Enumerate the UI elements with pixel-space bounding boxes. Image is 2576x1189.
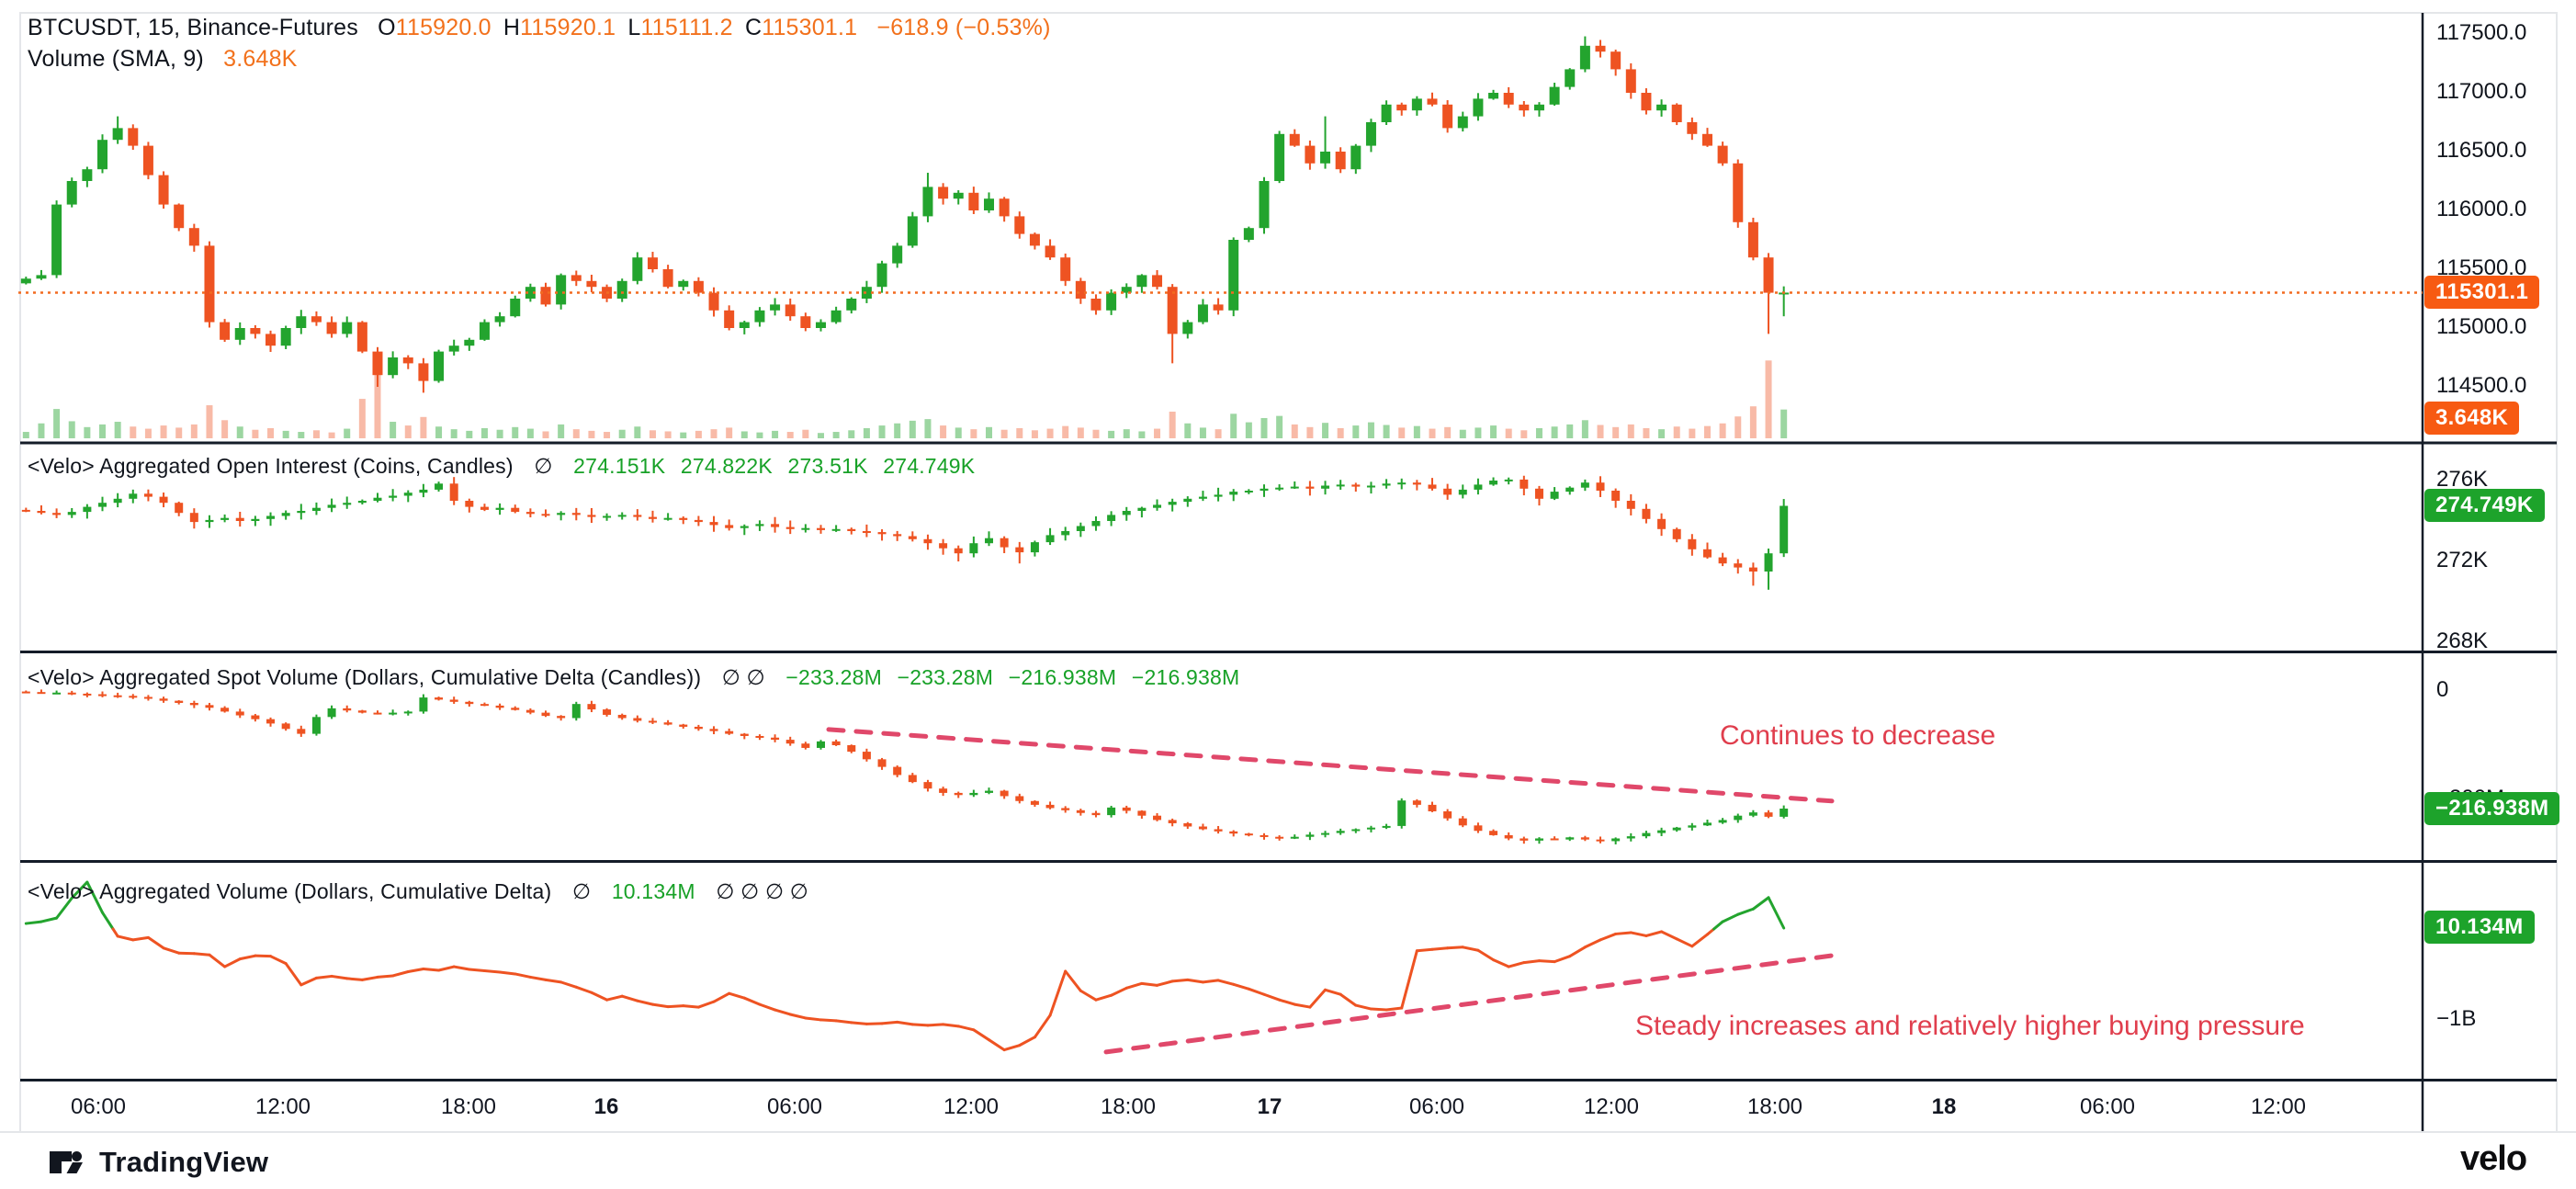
low-label: L <box>627 15 641 40</box>
volume-legend[interactable]: Volume (SMA, 9) 3.648K <box>28 46 298 73</box>
time-label-day[interactable]: 16 <box>593 1094 619 1119</box>
cvd-legend[interactable]: <Velo> Aggregated Volume (Dollars, Cumul… <box>28 879 808 904</box>
time-label-hour[interactable]: 06:00 <box>2079 1094 2136 1119</box>
indicator-chip: 10.134M <box>2424 911 2535 944</box>
close-label: C <box>744 15 763 40</box>
spot-cvd-title[interactable]: <Velo> Aggregated Spot Volume (Dollars, … <box>28 665 702 689</box>
time-label-hour[interactable]: 18:00 <box>1100 1094 1157 1119</box>
axis-tick-label: 0 <box>2436 677 2449 702</box>
time-label-day[interactable]: 17 <box>1257 1094 1282 1119</box>
cvd-null-symbol: ∅ <box>571 879 592 903</box>
time-label-hour[interactable]: 06:00 <box>70 1094 127 1119</box>
axis-tick-label: 114500.0 <box>2436 373 2527 398</box>
time-label-hour[interactable]: 06:00 <box>766 1094 823 1119</box>
time-label-hour[interactable]: 12:00 <box>254 1094 311 1119</box>
time-label-hour[interactable]: 12:00 <box>2250 1094 2307 1119</box>
axis-tick-label: 115000.0 <box>2436 314 2527 339</box>
oi-value-open: 274.151K <box>573 454 666 478</box>
axis-tick-label: 117500.0 <box>2436 20 2527 45</box>
price-chip: 3.648K <box>2424 402 2520 435</box>
spot-cvd-value-close: −216.938M <box>1131 665 1240 689</box>
tradingview-wordmark: TradingView <box>99 1146 269 1178</box>
cvd-title[interactable]: <Velo> Aggregated Volume (Dollars, Cumul… <box>28 879 552 903</box>
time-label-hour[interactable]: 12:00 <box>1583 1094 1640 1119</box>
low-value: 115111.2 <box>640 15 733 40</box>
annotation-continues-to-decrease[interactable]: Continues to decrease <box>1720 720 1996 751</box>
high-label: H <box>503 15 521 40</box>
indicator-chip: 274.749K <box>2424 489 2545 522</box>
cvd-value: 10.134M <box>611 879 695 903</box>
time-label-hour[interactable]: 18:00 <box>440 1094 497 1119</box>
close-value: 115301.1 <box>762 15 858 40</box>
cvd-null-symbols: ∅ ∅ ∅ ∅ <box>716 879 809 903</box>
oi-value-high: 274.822K <box>680 454 773 478</box>
spot-cvd-value-open: −233.28M <box>785 665 882 689</box>
price-chip: 115301.1 <box>2424 276 2540 309</box>
oi-null-symbol: ∅ <box>534 454 553 478</box>
tradingview-logo-link[interactable]: TradingView <box>48 1142 268 1183</box>
spot-cvd-value-low: −216.938M <box>1008 665 1117 689</box>
axis-tick-label: 268K <box>2436 628 2489 653</box>
oi-title[interactable]: <Velo> Aggregated Open Interest (Coins, … <box>28 454 514 478</box>
oi-value-low: 273.51K <box>787 454 868 478</box>
axis-tick-label: 272K <box>2436 548 2489 572</box>
symbol-legend[interactable]: BTCUSDT, 15, Binance-Futures O115920.0 H… <box>28 15 1051 41</box>
spot-cvd-null-symbols: ∅ ∅ <box>721 665 765 689</box>
tradingview-icon <box>50 1151 83 1173</box>
change-value: −618.9 (−0.53%) <box>876 15 1051 40</box>
volume-indicator-value: 3.648K <box>223 46 298 72</box>
annotation-steady-increases[interactable]: Steady increases and relatively higher b… <box>1635 1011 2305 1041</box>
open-label: O <box>378 15 396 40</box>
open-value: 115920.0 <box>395 15 491 40</box>
time-label-hour[interactable]: 12:00 <box>943 1094 1000 1119</box>
axis-tick-label: −1B <box>2436 1006 2477 1031</box>
indicator-chip: −216.938M <box>2424 792 2560 825</box>
high-value: 115920.1 <box>520 15 616 40</box>
volume-indicator-label[interactable]: Volume (SMA, 9) <box>28 46 204 72</box>
spot-cvd-legend[interactable]: <Velo> Aggregated Spot Volume (Dollars, … <box>28 665 1239 690</box>
time-label-hour[interactable]: 18:00 <box>1746 1094 1803 1119</box>
time-label-day[interactable]: 18 <box>1931 1094 1957 1119</box>
oi-value-close: 274.749K <box>883 454 976 478</box>
axis-tick-label: 117000.0 <box>2436 79 2527 104</box>
spot-cvd-value-high: −233.28M <box>897 665 994 689</box>
axis-tick-label: 276K <box>2436 467 2489 492</box>
symbol-title[interactable]: BTCUSDT, 15, Binance-Futures <box>28 15 358 40</box>
oi-legend[interactable]: <Velo> Aggregated Open Interest (Coins, … <box>28 454 975 479</box>
time-label-hour[interactable]: 06:00 <box>1408 1094 1465 1119</box>
axis-tick-label: 116000.0 <box>2436 197 2527 221</box>
axis-tick-label: 116500.0 <box>2436 138 2527 163</box>
velo-logo[interactable]: velo <box>2460 1139 2527 1178</box>
